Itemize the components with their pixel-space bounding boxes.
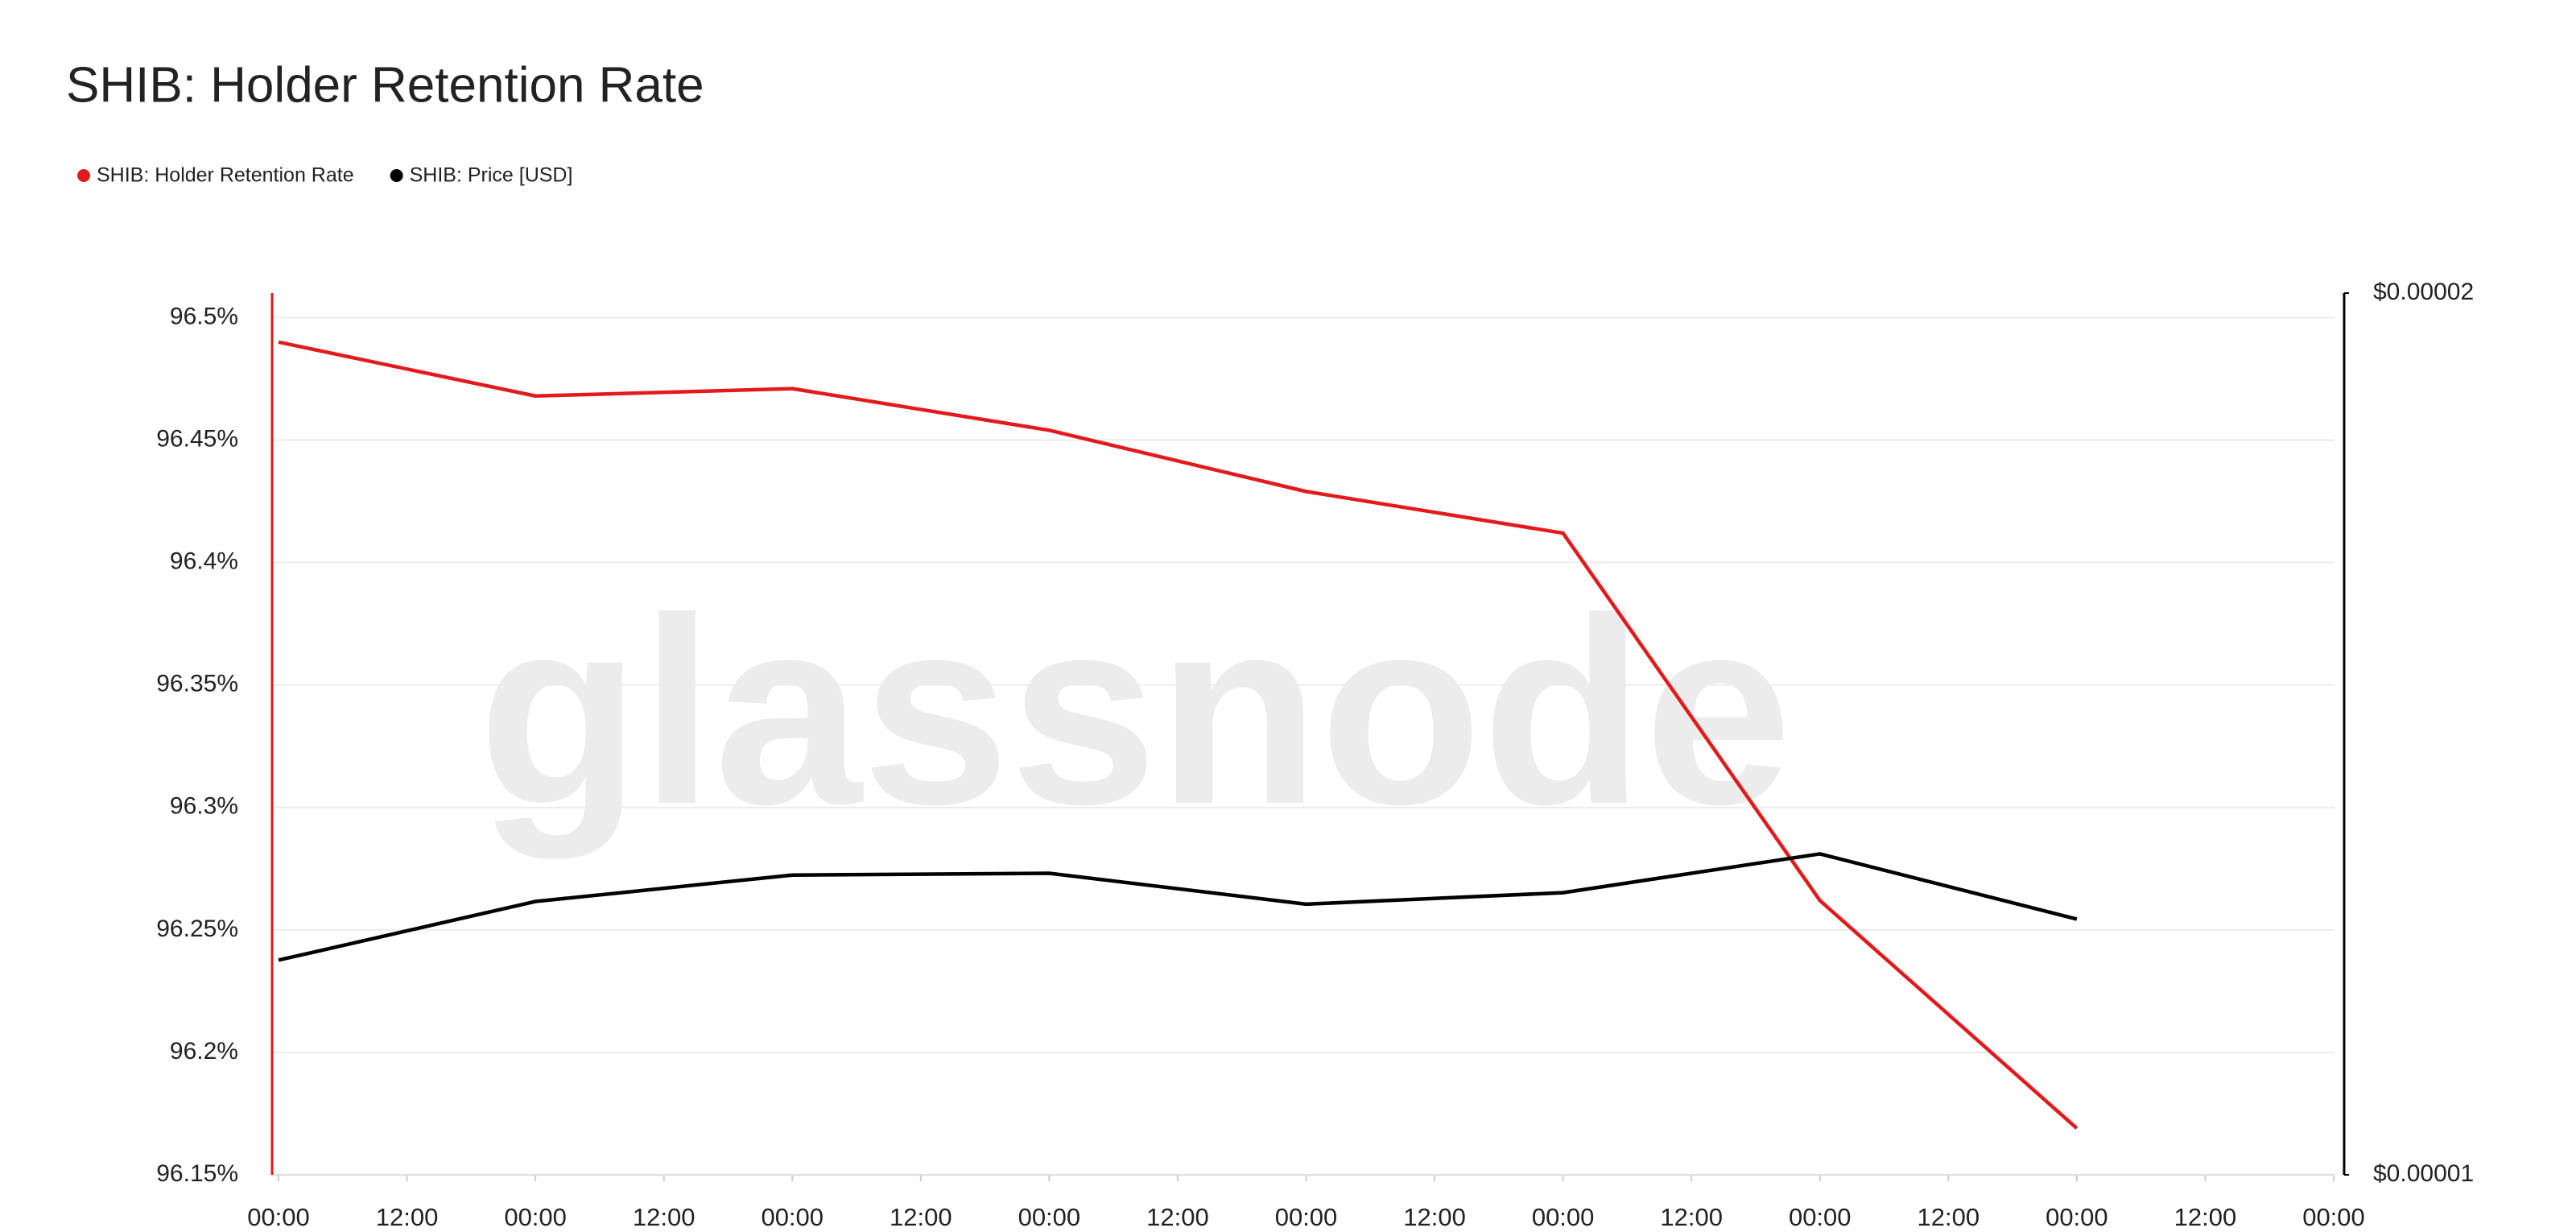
y-tick-label: 96.15% [156, 1160, 238, 1187]
x-tick-label: 00:00 [1018, 1203, 1081, 1231]
x-tick-label: 00:00 [504, 1203, 567, 1231]
x-tick-label: 12:00 [1660, 1203, 1723, 1231]
y-tick-label: 96.25% [156, 916, 238, 942]
x-tick-label: 12:00 [1403, 1203, 1466, 1231]
series-line [278, 852, 2078, 962]
y2-tick-label: $0.00001 [2373, 1160, 2474, 1187]
legend-marker [390, 169, 403, 182]
y-tick-label: 96.3% [170, 793, 238, 820]
watermark: glassnode [478, 562, 1792, 861]
y2-tick-label: $0.00002 [2373, 279, 2474, 305]
x-tick-label: 12:00 [1146, 1203, 1209, 1231]
y-tick-label: 96.35% [156, 671, 238, 697]
x-tick-label: 12:00 [633, 1203, 696, 1231]
x-tick-label: 00:00 [2046, 1203, 2108, 1231]
x-tick-label: 00:00 [761, 1203, 824, 1231]
x-tick-label: 12:00 [376, 1203, 439, 1231]
y-tick-label: 96.4% [170, 548, 238, 575]
legend-label: SHIB: Holder Retention Rate [97, 164, 354, 187]
x-tick-label: 12:00 [2174, 1203, 2237, 1231]
x-tick-label: 00:00 [1789, 1203, 1852, 1231]
y-tick-label: 96.45% [156, 425, 238, 452]
y-tick-label: 96.2% [170, 1038, 238, 1065]
x-tick-label: 00:00 [1532, 1203, 1595, 1231]
x-tick-label: 00:00 [2302, 1203, 2365, 1231]
series-line [278, 340, 2079, 1130]
y-tick-label: 96.5% [170, 303, 238, 329]
legend-marker [77, 169, 90, 182]
chart-title: SHIB: Holder Retention Rate [66, 57, 704, 113]
x-tick-label: 00:00 [1275, 1203, 1338, 1231]
x-tick-label: 12:00 [890, 1203, 952, 1231]
x-tick-label: 00:00 [247, 1203, 310, 1231]
x-tick-label: 12:00 [1918, 1203, 1980, 1231]
legend-label: SHIB: Price [USD] [410, 164, 573, 187]
